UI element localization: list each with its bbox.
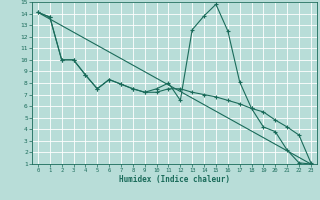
X-axis label: Humidex (Indice chaleur): Humidex (Indice chaleur)	[119, 175, 230, 184]
